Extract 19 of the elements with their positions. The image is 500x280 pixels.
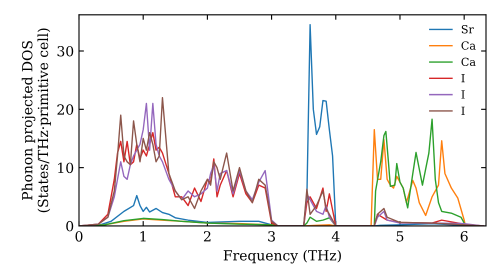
legend-label: I (461, 90, 465, 99)
legend-label: Ca (461, 58, 476, 66)
x-tick-label: 3 (268, 231, 275, 242)
legend-label: I (461, 106, 465, 115)
x-tick-label: 6 (460, 231, 468, 242)
x-tick-label: 5 (396, 231, 404, 242)
x-tick-label: 0 (75, 231, 82, 242)
y-tick-label: 30 (58, 46, 74, 56)
y-tick-label: 20 (57, 104, 74, 115)
x-tick-label: 1 (140, 231, 146, 242)
y-tick-label: 10 (58, 162, 74, 174)
y-axis-title: Phonon projected DOS (States/THz·primitive cell) (22, 28, 51, 212)
y-tick-label: 0 (66, 220, 74, 232)
legend-label: I (461, 74, 465, 82)
x-axis-title: Frequency (THz) (224, 250, 341, 264)
x-tick-label: 4 (332, 231, 340, 242)
x-tick-label: 2 (204, 231, 210, 242)
legend-label: Sr (462, 25, 474, 34)
legend-label: Ca (461, 41, 476, 50)
